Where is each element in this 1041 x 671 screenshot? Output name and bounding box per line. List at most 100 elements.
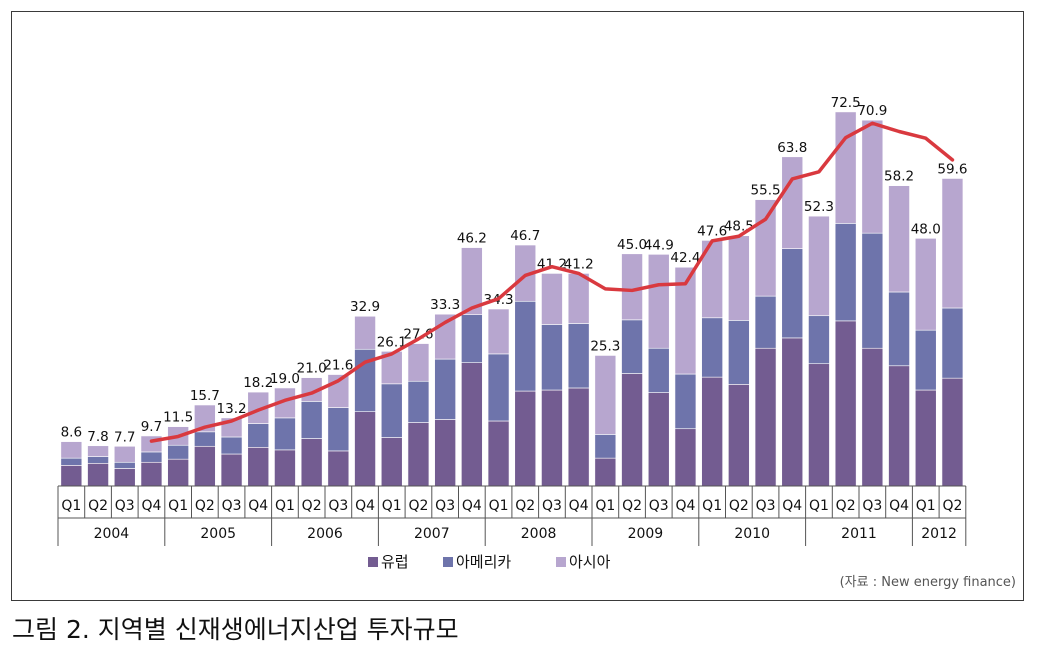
year-label: 2011 [841, 526, 877, 542]
year-label: 2007 [414, 526, 450, 542]
year-label: 2005 [200, 526, 236, 542]
bar-segment-europe [781, 337, 804, 487]
total-label: 21.6 [323, 358, 353, 374]
total-label: 48.5 [724, 219, 754, 235]
legend-swatch-asia [556, 557, 566, 567]
bar-segment-europe [167, 458, 189, 487]
bar-segment-asia [60, 441, 83, 459]
quarter-label: Q4 [462, 498, 482, 514]
bar-segment-asia [354, 315, 376, 350]
bar-segment-europe [941, 377, 964, 487]
bar-segment-europe [87, 462, 109, 487]
quarter-label: Q4 [248, 498, 268, 514]
bar-segment-europe [274, 449, 296, 487]
bar-segment-america [754, 295, 777, 349]
bar-segment-europe [380, 437, 403, 487]
total-label: 48.0 [911, 221, 941, 237]
total-label: 33.3 [430, 297, 460, 313]
bar-segment-europe [754, 347, 777, 487]
total-label: 46.2 [457, 231, 487, 247]
bar-segment-europe [514, 390, 537, 487]
bar-segment-america [834, 223, 857, 322]
year-label: 2012 [921, 526, 957, 542]
bar-segment-europe [647, 392, 670, 487]
bar-segment-asia [888, 185, 910, 293]
bar-segment-europe [327, 450, 350, 487]
bar-segment-america [140, 451, 163, 463]
quarter-label: Q4 [675, 498, 695, 514]
bar-segment-america [113, 461, 136, 469]
legend-swatch-america [443, 557, 453, 567]
bar-segment-america [194, 431, 216, 447]
quarter-label: Q1 [489, 498, 509, 514]
bar-segment-europe [220, 453, 243, 487]
total-label: 19.0 [270, 371, 300, 387]
quarter-label: Q1 [809, 498, 829, 514]
bar-segment-america [567, 323, 590, 389]
bar-segment-america [541, 324, 563, 391]
total-label: 27.6 [403, 327, 433, 343]
total-label: 25.3 [590, 338, 620, 354]
total-label: 11.5 [163, 410, 193, 426]
quarter-label: Q1 [916, 498, 936, 514]
bar-segment-asia [647, 254, 670, 349]
total-label: 44.9 [644, 237, 674, 253]
total-label: 21.0 [297, 361, 327, 377]
quarter-label: Q1 [382, 498, 402, 514]
bar-segment-america [594, 434, 617, 459]
bar-segment-america [728, 320, 750, 385]
quarter-label: Q2 [515, 498, 535, 514]
bar-segment-europe [434, 419, 456, 487]
bar-segment-america [87, 456, 109, 464]
bar-segment-europe [674, 428, 697, 487]
bar-segment-asia [808, 215, 830, 317]
bar-segment-america [914, 329, 937, 391]
total-label: 72.5 [831, 95, 861, 111]
total-label: 45.0 [617, 237, 647, 253]
bar-segment-europe [621, 373, 643, 487]
quarter-label: Q4 [141, 498, 161, 514]
year-label: 2008 [521, 526, 557, 542]
total-label: 70.9 [857, 103, 887, 119]
quarter-label: Q4 [782, 498, 802, 514]
total-label: 59.6 [937, 161, 967, 177]
bar-segment-america [327, 407, 350, 452]
trend-line [149, 121, 955, 443]
bar-segment-asia [914, 238, 937, 331]
bar-segment-europe [567, 387, 590, 487]
total-label: 42.4 [670, 250, 700, 266]
quarter-label: Q3 [756, 498, 776, 514]
bar-segment-america [808, 315, 830, 365]
total-label: 52.3 [804, 199, 834, 215]
bar-segment-america [621, 319, 643, 374]
bar-segment-europe [861, 347, 884, 487]
bar-segment-europe [834, 320, 857, 487]
total-label: 9.7 [141, 419, 162, 435]
bar-segment-asia [754, 199, 777, 297]
bar-segment-asia [861, 119, 884, 234]
bar-segment-asia [461, 247, 483, 315]
bar-segment-asia [941, 178, 964, 309]
bar-segment-asia [621, 253, 643, 321]
total-label: 63.8 [777, 140, 807, 156]
quarter-label: Q1 [275, 498, 295, 514]
total-label: 32.9 [350, 299, 380, 315]
bar-segment-asia [113, 445, 136, 463]
bar-segment-europe [728, 384, 750, 487]
bar-segment-asia [380, 351, 403, 385]
quarter-label: Q1 [595, 498, 615, 514]
legend-label-america: 아메리카 [456, 553, 511, 571]
bar-segment-europe [808, 363, 830, 487]
bar-segment-america [167, 444, 189, 460]
quarter-label: Q1 [168, 498, 188, 514]
bar-segment-america [487, 353, 510, 422]
bar-segment-europe [247, 446, 270, 487]
total-label: 13.2 [217, 401, 247, 417]
bar-segment-europe [914, 389, 937, 487]
bar-segment-europe [354, 411, 376, 487]
bar-segment-america [701, 317, 723, 378]
bar-segment-asia [487, 308, 510, 355]
bar-segment-europe [140, 461, 163, 487]
bar-segment-asia [834, 111, 857, 224]
